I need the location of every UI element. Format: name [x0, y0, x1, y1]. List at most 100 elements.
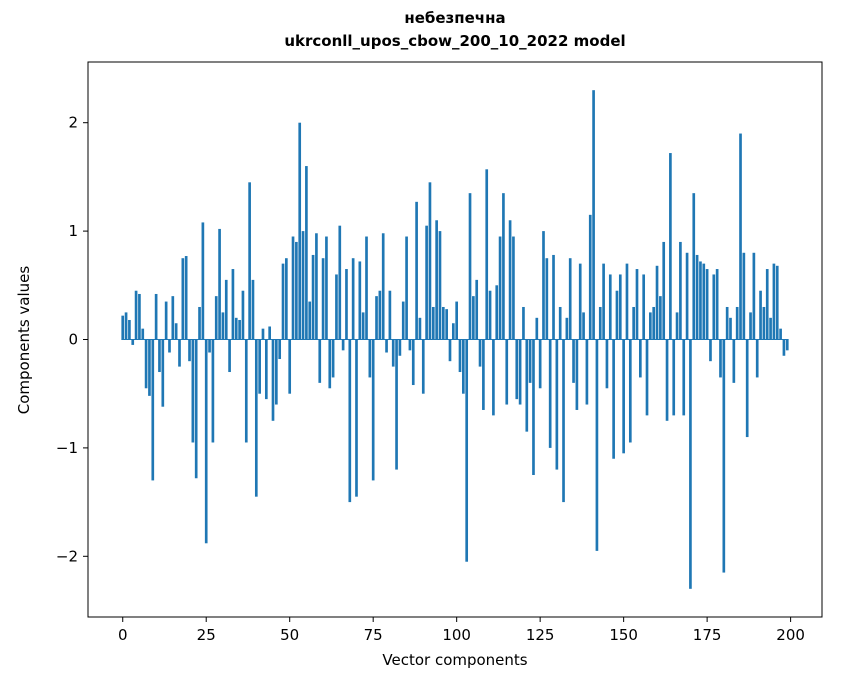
bar — [421, 339, 425, 394]
bar — [158, 339, 161, 373]
bar — [438, 231, 442, 340]
bar — [598, 306, 602, 340]
bar — [485, 169, 489, 340]
bar — [221, 312, 225, 340]
bar — [375, 296, 378, 340]
bar — [411, 339, 415, 386]
bar — [672, 339, 676, 416]
bar — [385, 339, 388, 353]
bar — [512, 236, 515, 340]
bar — [492, 339, 495, 416]
bar — [188, 339, 191, 362]
bar — [538, 339, 542, 389]
bar — [745, 339, 749, 438]
bar — [181, 258, 185, 340]
bar — [699, 261, 702, 340]
x-tick-label: 0 — [118, 626, 128, 644]
bar — [208, 339, 211, 353]
x-tick-label: 175 — [693, 626, 722, 644]
bar — [608, 274, 612, 340]
bar — [415, 201, 418, 340]
bar — [642, 274, 646, 340]
bar — [675, 312, 679, 340]
bar — [712, 274, 716, 340]
bar — [612, 339, 615, 459]
x-axis-label: Vector components — [382, 651, 528, 669]
y-tick-label: 0 — [68, 331, 78, 349]
bar — [214, 296, 218, 340]
bar — [522, 306, 525, 340]
bar — [268, 326, 271, 340]
bar — [782, 339, 786, 356]
bar — [124, 312, 128, 340]
bar — [639, 339, 642, 378]
bar — [478, 339, 482, 367]
bar — [482, 339, 485, 410]
y-tick-label: −2 — [56, 547, 78, 565]
bar — [455, 301, 458, 340]
bar — [645, 339, 649, 416]
bar — [762, 306, 766, 340]
bar — [164, 301, 168, 340]
bar — [381, 233, 385, 340]
bar — [341, 339, 345, 351]
bar — [224, 279, 228, 340]
bar — [575, 339, 579, 410]
bar — [134, 290, 138, 340]
bar — [244, 339, 248, 443]
bar — [739, 133, 742, 340]
bar — [458, 339, 462, 373]
bar — [365, 236, 368, 340]
bar — [154, 293, 158, 340]
bar — [669, 153, 672, 340]
bar — [318, 339, 322, 383]
bar — [241, 290, 245, 340]
bar — [301, 231, 305, 340]
bar — [618, 274, 622, 340]
bar — [759, 290, 762, 340]
bar — [568, 258, 572, 340]
bar — [502, 193, 505, 340]
bar — [775, 265, 779, 340]
bar — [605, 339, 609, 389]
bar — [271, 339, 275, 421]
bar — [532, 339, 535, 475]
bar — [201, 222, 205, 340]
x-tick-label: 125 — [526, 626, 555, 644]
bar — [315, 233, 318, 340]
bar — [295, 241, 298, 340]
bar — [388, 290, 392, 340]
bar — [665, 339, 669, 421]
bar — [248, 182, 251, 340]
y-axis-label: Components values — [15, 265, 33, 415]
bar — [508, 220, 512, 340]
bar — [405, 236, 408, 340]
bar — [715, 269, 719, 340]
bar — [338, 225, 342, 340]
bar — [622, 339, 625, 454]
bar — [615, 290, 619, 340]
bar — [472, 296, 475, 340]
bar — [275, 339, 278, 405]
x-tick-label: 100 — [442, 626, 471, 644]
bar — [719, 339, 722, 378]
bar — [769, 317, 772, 340]
bar — [184, 256, 188, 340]
bar — [285, 258, 288, 340]
bar — [331, 339, 335, 378]
bar — [742, 252, 746, 340]
bar — [535, 317, 539, 340]
bar — [348, 339, 352, 503]
bar — [395, 339, 398, 470]
bar — [735, 306, 739, 340]
bar — [602, 263, 605, 340]
bar — [128, 319, 131, 340]
bar — [659, 296, 662, 340]
bar — [545, 258, 549, 340]
bar — [749, 312, 752, 340]
bar — [729, 317, 732, 340]
bar — [518, 339, 522, 405]
bar — [679, 241, 682, 340]
bar — [682, 339, 686, 416]
